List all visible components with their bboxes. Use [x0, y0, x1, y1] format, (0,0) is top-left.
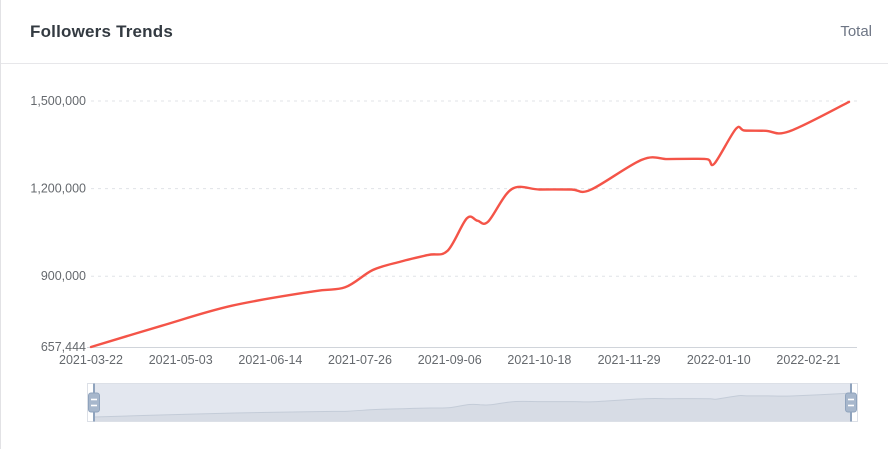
- slider-data-shadow-area: [94, 393, 851, 421]
- y-axis-label: 657,444: [41, 340, 86, 354]
- slider-data-shadow-line: [93, 392, 852, 418]
- y-axis-label: 1,500,000: [30, 94, 86, 108]
- x-axis-label: 2021-05-03: [149, 353, 213, 367]
- slider-handle-left-grip[interactable]: [88, 392, 100, 413]
- slider-handle-left[interactable]: [88, 383, 100, 422]
- x-axis-label: 2021-10-18: [507, 353, 571, 367]
- followers-line-series: [89, 100, 851, 349]
- y-axis-label: 900,000: [41, 269, 86, 283]
- plot-area[interactable]: [91, 91, 849, 347]
- x-axis-label: 2021-09-06: [418, 353, 482, 367]
- x-axis-label: 2022-02-21: [776, 353, 840, 367]
- legend-item-total[interactable]: Total: [840, 23, 872, 40]
- x-axis-label: 2021-11-29: [598, 353, 661, 367]
- x-axis-label: 2021-06-14: [238, 353, 302, 367]
- x-axis-label: 2022-01-10: [687, 353, 751, 367]
- page-title: Followers Trends: [30, 21, 174, 41]
- x-axis-label: 2021-03-22: [59, 353, 123, 367]
- x-axis-label: 2021-07-26: [328, 353, 392, 367]
- y-axis-label: 1,200,000: [30, 182, 86, 196]
- slider-handle-right-grip[interactable]: [845, 392, 857, 413]
- slider-handle-right[interactable]: [845, 383, 857, 422]
- card-header: Followers Trends Total: [1, 0, 888, 64]
